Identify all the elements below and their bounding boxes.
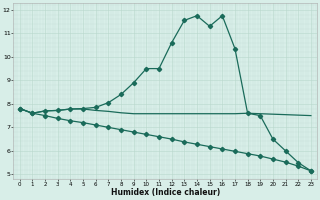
X-axis label: Humidex (Indice chaleur): Humidex (Indice chaleur)	[111, 188, 220, 197]
